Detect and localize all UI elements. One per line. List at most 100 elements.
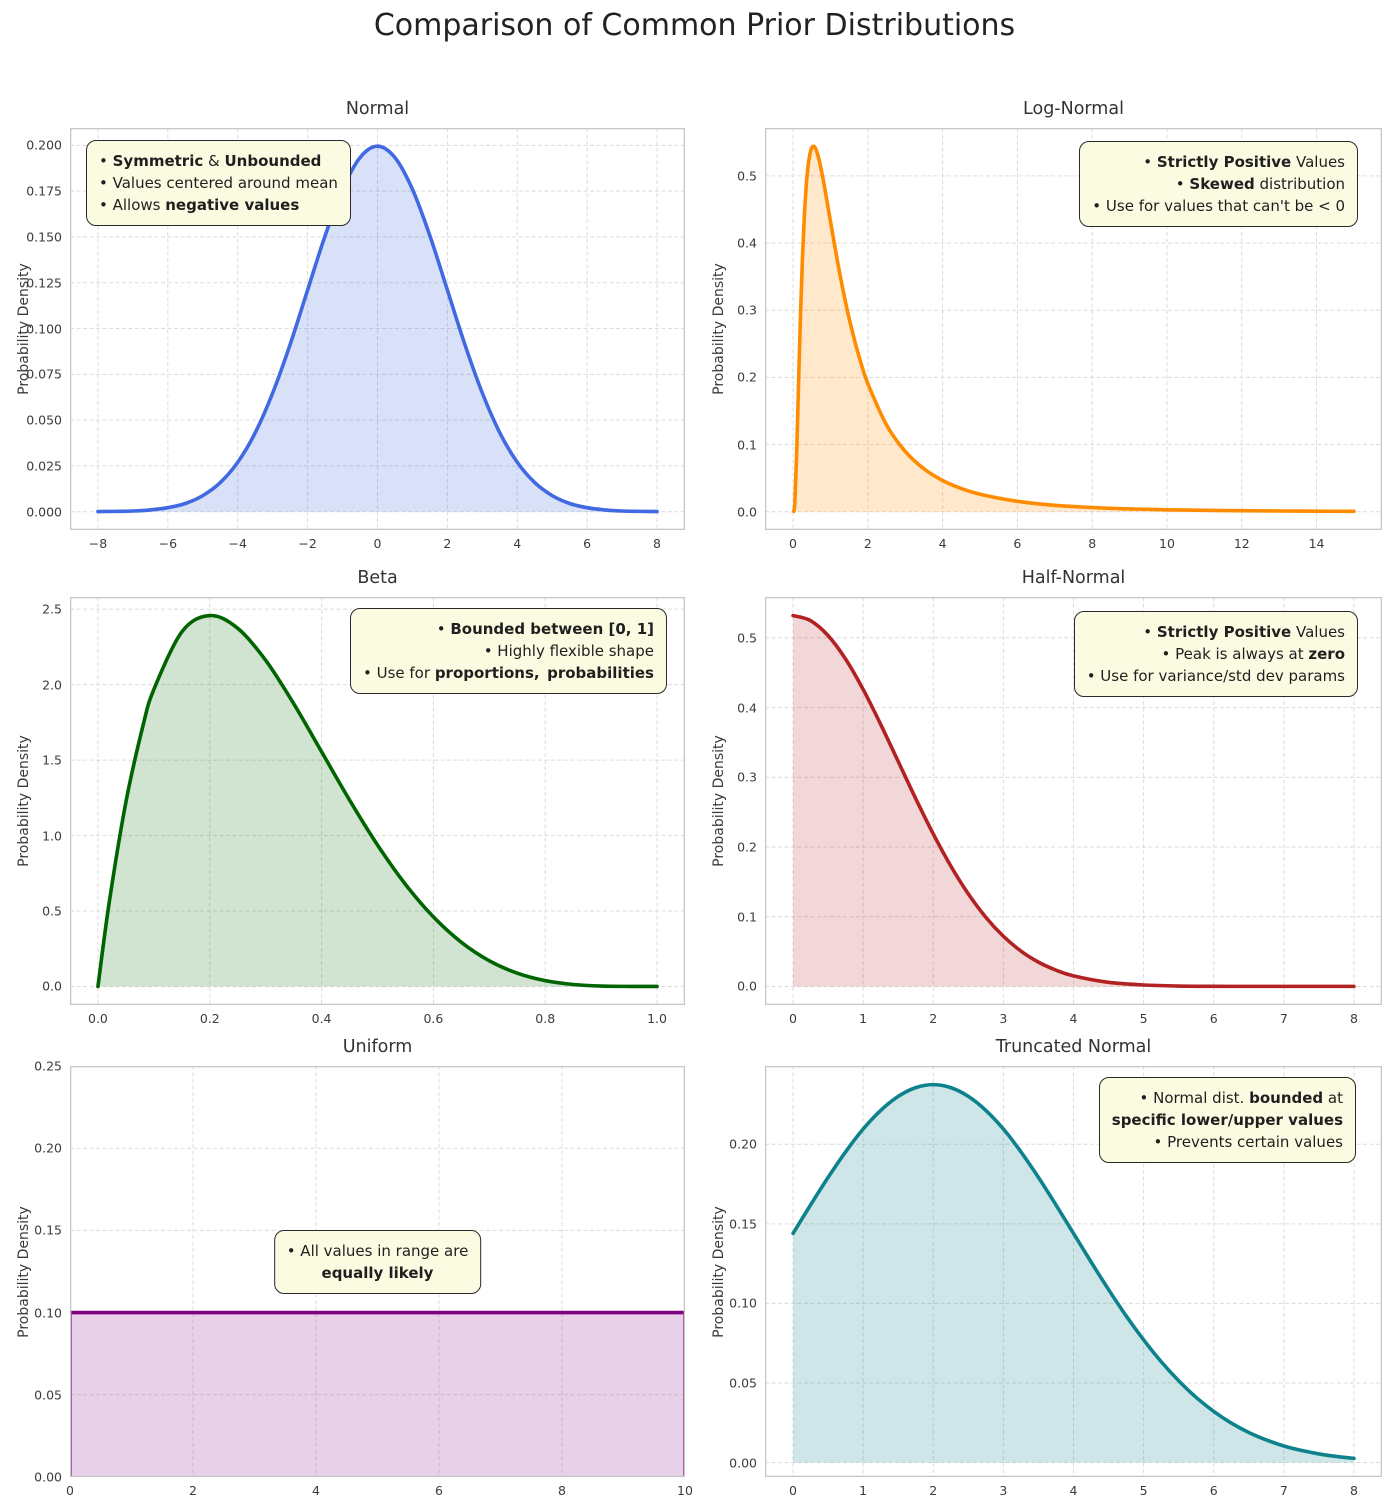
annotation-box-normal: • Symmetric & Unbounded • Values centered… [86,140,351,226]
distribution-fill-beta [97,615,658,987]
x-tick-label: 0 [373,536,382,551]
x-tick-label: 2 [189,1483,197,1498]
x-tick-label: 6 [583,536,592,551]
x-tick-label: 0 [789,536,798,551]
plot-border [765,128,1382,530]
plot-border [765,1066,1382,1477]
x-tick-label: 4 [938,536,947,551]
y-tick-label: 1.0 [42,828,62,844]
annotation-line: • Allows negative values [99,194,338,216]
y-tick-label: 0.05 [34,1387,62,1403]
subplot-title-halfnormal: Half-Normal [1021,568,1126,588]
chart-svg-normal [70,128,685,530]
x-tick-label: 14 [1308,536,1325,551]
annotation-line: • Strictly Positive Values [1092,151,1345,173]
annotation-text: • Normal dist. [1139,1089,1250,1107]
plot-border [765,597,1382,1005]
annotation-text: • Use for [363,664,435,682]
y-tick-label: 0.00 [34,1469,62,1485]
annotation-line: • All values in range are [287,1240,469,1262]
annotation-line: • Skewed distribution [1092,173,1345,195]
annotation-text: equally likely [321,1264,434,1282]
annotation-text: • [1143,623,1157,641]
annotation-line: • Use for values that can't be < 0 [1092,195,1345,217]
y-axis-label-truncnormal: Probability Density [711,1205,727,1338]
annotation-text: • [99,152,113,170]
distribution-fill-uniform [70,1312,685,1477]
annotation-text: distribution [1254,175,1345,193]
y-tick-label: 0.15 [34,1222,62,1238]
x-tick-label: 7 [1279,1483,1288,1498]
x-tick-label: 2 [929,1483,938,1498]
y-tick-label: 0.0 [737,978,757,994]
annotation-line: • Symmetric & Unbounded [99,150,338,172]
y-tick-label: 0.3 [737,302,757,318]
x-tick-label: 3 [999,1011,1008,1026]
annotation-text: zero [1308,645,1345,663]
y-tick-label: 2.5 [42,601,62,617]
figure-title: Comparison of Common Prior Distributions [373,8,1016,43]
x-tick-label: 10 [677,1483,693,1498]
x-tick-label: 8 [558,1483,566,1498]
plot-border [70,1066,685,1477]
annotation-text: Skewed [1189,175,1255,193]
y-tick-label: 0.2 [737,369,757,385]
plot-border [70,128,685,530]
y-tick-label: 0.050 [26,412,62,428]
annotation-text: negative values [165,196,300,214]
annotation-line: • Normal dist. bounded at [1112,1087,1343,1109]
y-tick-label: 0.2 [737,839,757,855]
annotation-text: • Highly flexible shape [483,642,654,660]
annotation-line: • Use for proportions, probabilities [363,662,654,684]
distribution-curve-halfnormal [791,613,1356,989]
plot-area-truncnormal: • Normal dist. bounded at specific lower/… [765,1066,1382,1477]
x-tick-label: 0.0 [88,1011,108,1026]
x-tick-label: 2 [863,536,872,551]
annotation-box-truncnormal: • Normal dist. bounded at specific lower/… [1098,1077,1356,1163]
y-tick-label: 0.3 [737,769,757,785]
y-axis-label-halfnormal: Probability Density [711,735,727,867]
annotation-text: proportions, probabilities [434,664,654,682]
x-tick-label: 2 [443,536,452,551]
y-tick-label: 2.0 [42,677,62,693]
subplot-title-beta: Beta [357,568,398,588]
annotation-text: Bounded between [0, 1] [450,620,654,638]
annotation-text: Values [1291,623,1345,641]
y-axis-label-lognormal: Probability Density [711,263,727,395]
y-tick-label: 0.4 [737,235,757,251]
y-tick-label: 0.1 [737,437,757,453]
annotation-text: bounded [1249,1089,1324,1107]
annotation-line: specific lower/upper values [1112,1109,1343,1131]
x-tick-label: 5 [1139,1483,1148,1498]
y-axis-label-beta: Probability Density [16,735,32,867]
x-tick-label: 8 [1088,536,1097,551]
x-tick-label: 0 [789,1483,798,1498]
annotation-line: • Bounded between [0, 1] [363,618,654,640]
annotation-text: Symmetric [112,152,204,170]
annotation-text: Unbounded [224,152,322,170]
y-tick-label: 0.20 [729,1136,757,1152]
annotation-text: & [203,152,225,170]
y-tick-label: 0.4 [737,700,757,716]
annotation-text: • All values in range are [286,1242,469,1260]
annotation-text: • Values centered around mean [99,174,338,192]
plot-area-beta: • Bounded between [0, 1] • Highly flexibl… [70,597,685,1005]
distribution-fill-halfnormal [793,615,1354,987]
x-tick-label: 10 [1159,536,1175,551]
distribution-curve-lognormal [791,144,1356,514]
annotation-box-uniform: • All values in range are equally likely [273,1230,482,1294]
annotation-line: • Use for variance/std dev params [1087,665,1345,687]
y-tick-label: 0.5 [737,168,757,184]
annotation-box-beta: • Bounded between [0, 1] • Highly flexibl… [350,608,667,694]
annotation-text: • [1143,153,1157,171]
subplot-title-truncnormal: Truncated Normal [995,1037,1152,1057]
x-tick-label: 1 [859,1483,868,1498]
y-tick-label: 0.175 [26,183,62,199]
x-tick-label: 8 [1349,1483,1358,1498]
y-tick-label: 0.125 [26,275,62,291]
x-tick-label: 0.6 [423,1011,444,1026]
annotation-text: • Use for variance/std dev params [1086,667,1345,685]
annotation-text: • Use for values that can't be < 0 [1092,197,1345,215]
plot-area-uniform: • All values in range are equally likely [70,1066,685,1477]
